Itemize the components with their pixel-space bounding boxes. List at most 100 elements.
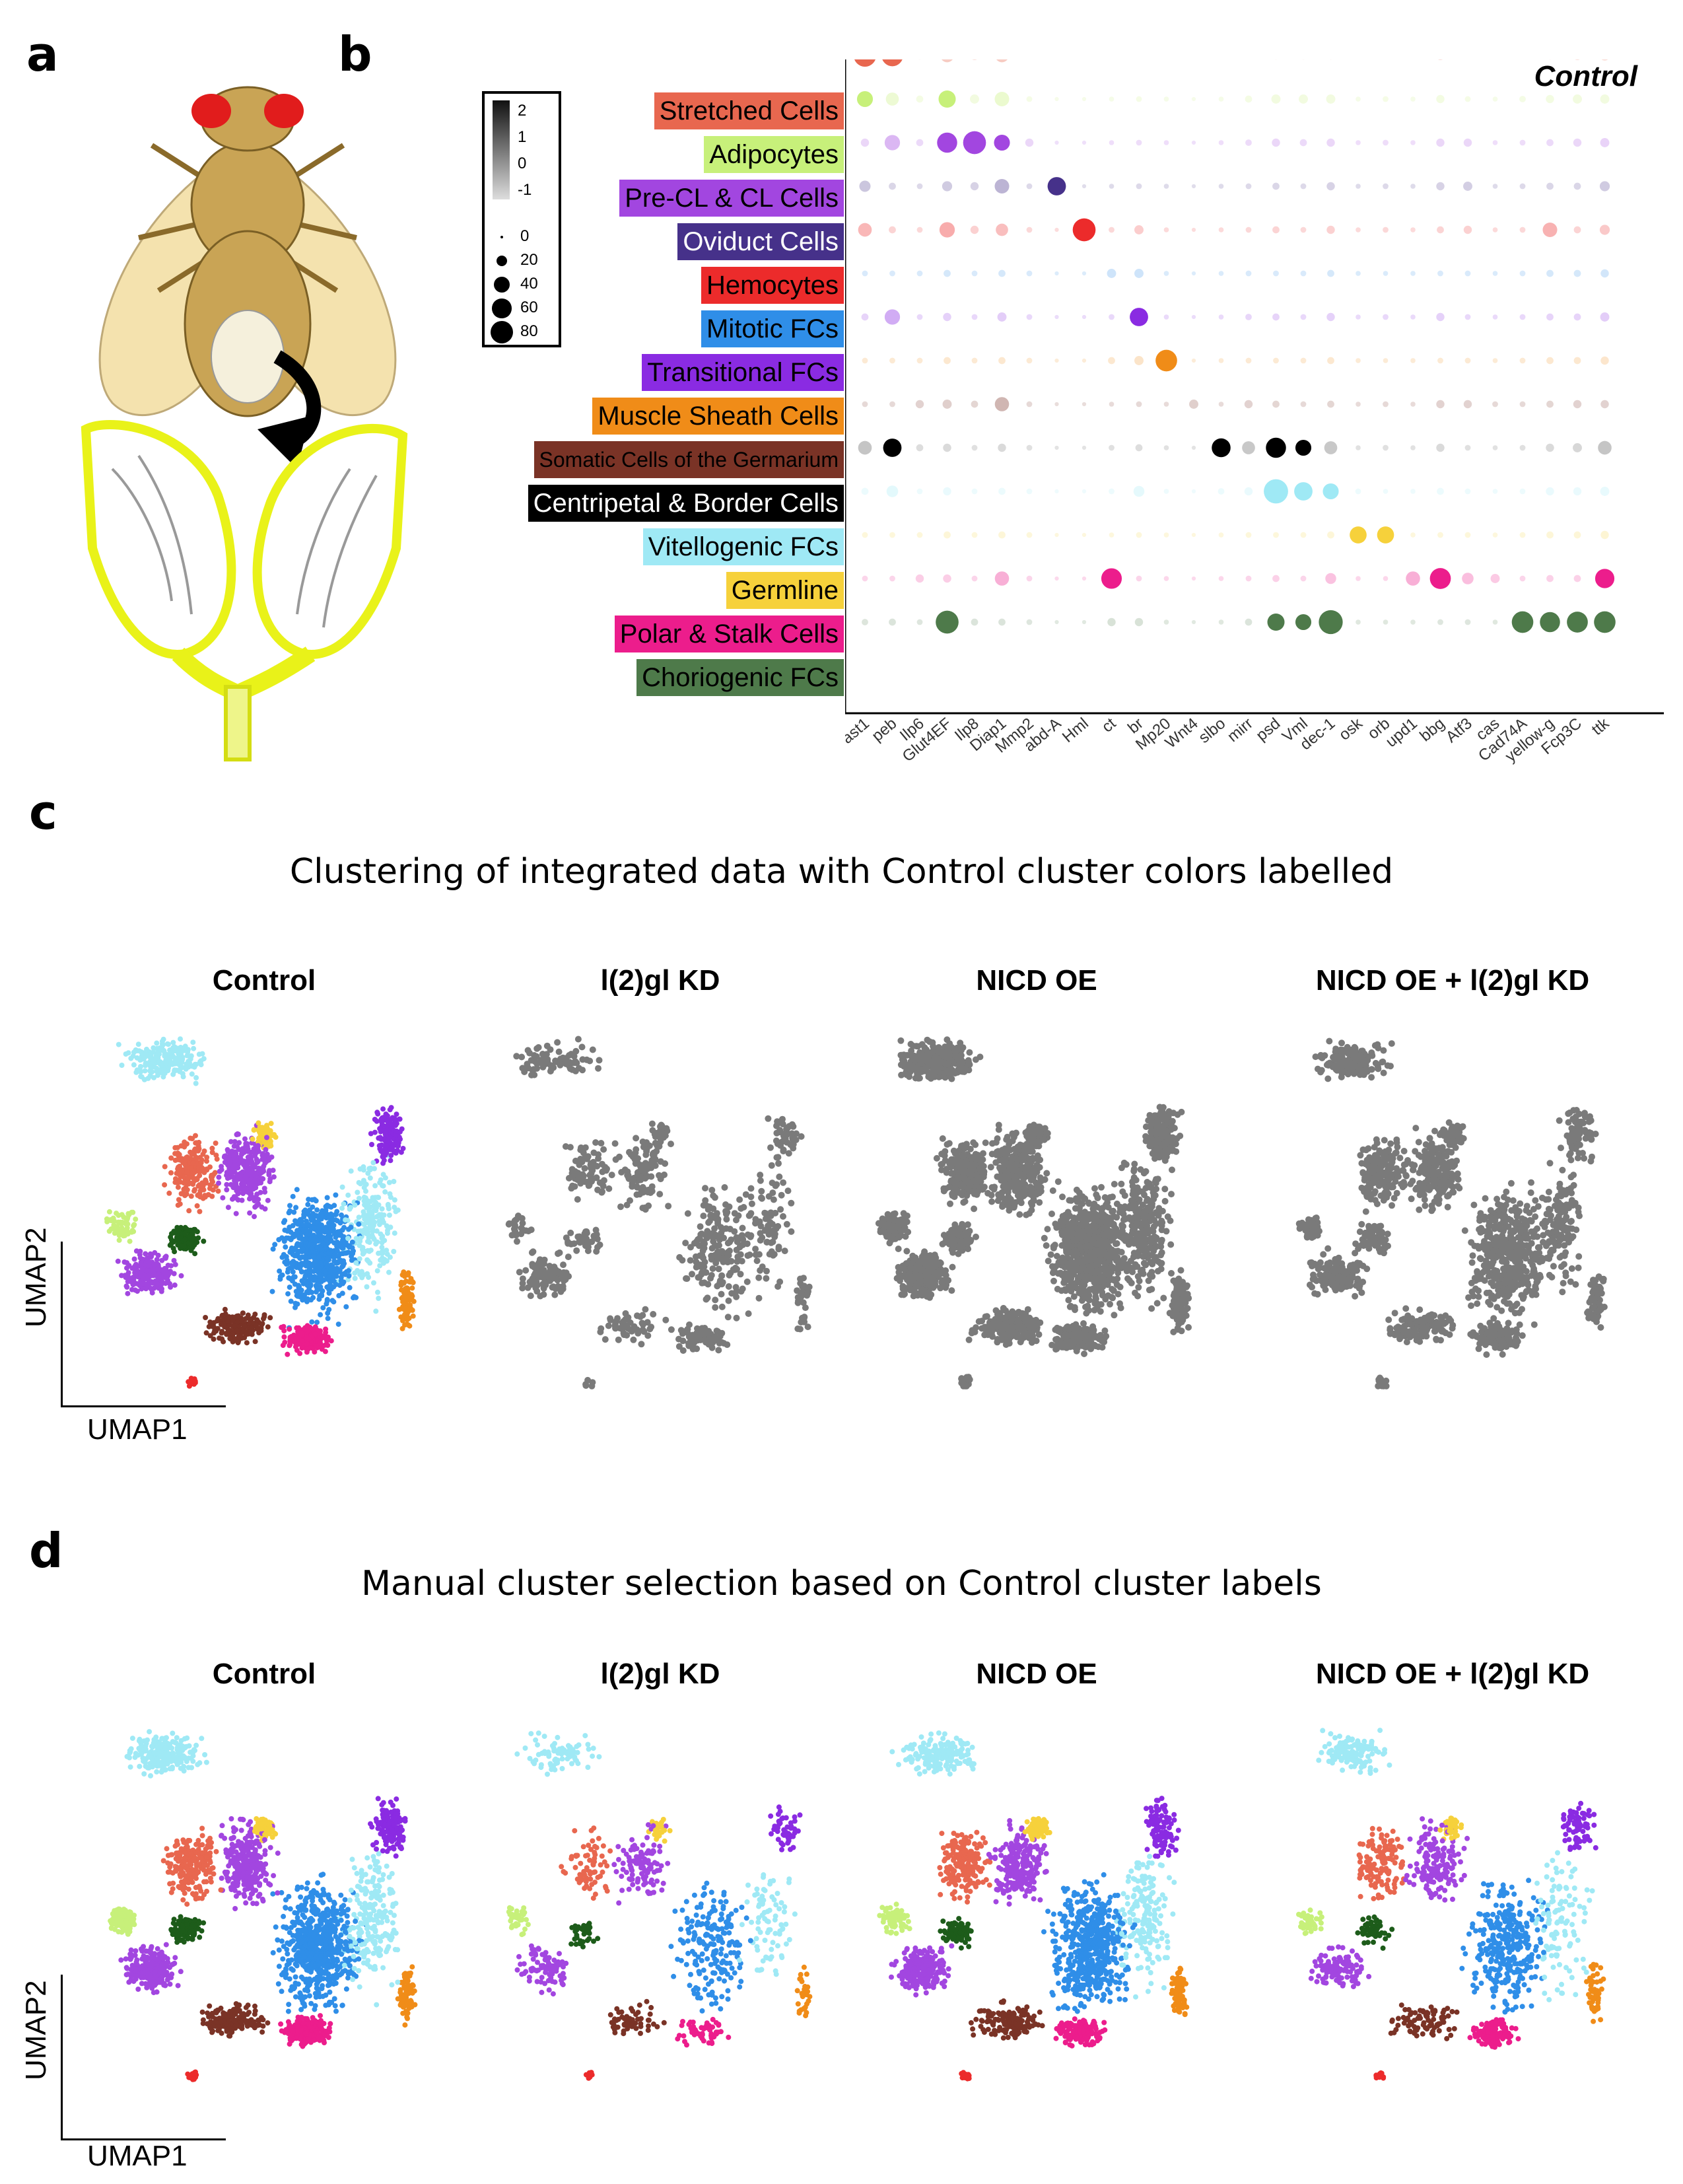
dotplot-dot <box>1191 489 1196 494</box>
dotplot-dot <box>1163 489 1169 494</box>
dotplot-dot <box>1272 138 1280 147</box>
dotplot-dot <box>1026 444 1033 451</box>
dotplot-dot <box>1163 271 1169 276</box>
dotplot-dot <box>1327 357 1334 365</box>
dotplot-dot <box>943 574 951 583</box>
dotplot-dot <box>944 269 951 277</box>
dotplot-dot <box>1462 573 1474 584</box>
dotplot-dot <box>1266 437 1286 458</box>
dotplot-dot <box>1299 139 1307 147</box>
umap-x-axis-line <box>61 1405 226 1407</box>
dotplot-dot <box>1600 94 1610 104</box>
dotplot-dot <box>1356 140 1361 145</box>
dotplot-dot <box>996 223 1008 236</box>
dotplot-dot <box>1599 225 1610 235</box>
umap-scatter <box>108 1729 418 2082</box>
dotplot-dot <box>1300 183 1307 190</box>
umap-subplot-title: Control <box>212 1658 316 1690</box>
dotplot-dot <box>1327 269 1334 277</box>
dotplot-dot <box>1573 226 1581 234</box>
dotplot-dot <box>862 401 868 407</box>
dotplot-dot <box>1519 532 1526 538</box>
gene-tick-label: ct <box>1099 715 1120 736</box>
dotplot-dot <box>1163 532 1169 538</box>
dotplot-dot <box>1573 443 1582 452</box>
celltype-label: Hemocytes <box>701 267 844 304</box>
gene-tick-label: Atf3 <box>1443 715 1476 746</box>
dotplot-dot <box>1383 183 1389 190</box>
celltype-label: Muscle Sheath Cells <box>592 398 844 435</box>
dotplot-dot <box>942 59 953 63</box>
dotplot-dot <box>1519 183 1526 190</box>
umap-scatter <box>104 1036 417 1389</box>
dotplot-dot <box>1383 401 1389 407</box>
dotplot-dot <box>1191 445 1196 450</box>
umap-scatter <box>1296 1728 1606 2081</box>
dotplot-dot <box>1600 487 1610 496</box>
dotplot-dot <box>862 357 868 364</box>
dotplot-dot <box>1464 532 1471 538</box>
dotplot-dot <box>1377 526 1394 544</box>
dotplot-dot <box>1436 94 1445 104</box>
dotplot-dot <box>1356 184 1361 189</box>
dotplot-dot <box>1383 576 1389 581</box>
dotplot-dot <box>1575 59 1580 60</box>
dotplot-dot <box>1026 619 1033 625</box>
dotplot-dot <box>1026 314 1033 320</box>
dotplot-dot <box>1191 184 1196 189</box>
dotplot-dot <box>1273 357 1279 364</box>
dotplot-dot <box>1519 139 1526 146</box>
dotplot-dot <box>1189 400 1198 409</box>
dotplot-dot <box>1463 138 1472 147</box>
dotplot-dot <box>1109 227 1115 233</box>
dotplot-dot <box>858 223 872 237</box>
dotplot-dot <box>1245 139 1252 146</box>
gene-tick-label: mirr <box>1224 715 1256 746</box>
dotplot-dot <box>1218 314 1224 320</box>
dotplot-dot <box>997 312 1007 322</box>
celltype-label: Somatic Cells of the Germarium <box>533 441 844 478</box>
dotplot-dot <box>1082 576 1087 581</box>
dotplot-chart: Control Past1pebIlp6Glut4EFIlp8Diap1Mmp2… <box>845 59 1664 765</box>
dotplot-dot <box>1463 225 1472 234</box>
dotplot-dot <box>1244 400 1253 409</box>
dotplot-dot <box>1600 269 1609 278</box>
dotplot-dot <box>1410 271 1416 276</box>
dotplot-dot <box>854 59 876 67</box>
umap-scatter <box>877 1730 1190 2082</box>
dotplot-dot <box>916 314 923 320</box>
celltype-label: Mitotic FCs <box>701 310 844 347</box>
dotplot-dot <box>1601 59 1608 61</box>
dotplot-dot <box>1245 183 1252 190</box>
ovary-drawing <box>81 420 408 761</box>
dotplot-dot <box>1324 441 1338 454</box>
dotplot-dot <box>994 134 1010 151</box>
dotplot-dot <box>1436 182 1445 191</box>
dotplot-dot <box>1383 619 1389 625</box>
dotplot-dot <box>1273 270 1279 277</box>
dotplot-dot <box>971 357 978 364</box>
size-legend-dot <box>493 276 510 293</box>
dotplot-dot <box>1300 532 1307 538</box>
dotplot-dot <box>1054 96 1059 102</box>
dotplot-dot <box>1410 619 1416 625</box>
dotplot-dot <box>1218 402 1224 407</box>
gene-tick-label: psd <box>1253 715 1284 745</box>
size-legend-label: 20 <box>520 251 538 269</box>
dotplot-dot <box>1437 532 1443 538</box>
dotplot-dot <box>1026 96 1033 102</box>
dotplot-dot <box>1600 312 1610 322</box>
dotplot-dot <box>1519 314 1526 320</box>
dotplot-dot <box>916 619 923 625</box>
size-legend-label: 60 <box>520 299 538 316</box>
dotplot-dot <box>1026 183 1033 190</box>
umap2-axis-label: UMAP2 <box>20 1227 52 1327</box>
dotplot-dot <box>1245 575 1252 582</box>
dotplot-title: Control <box>1534 60 1638 92</box>
umap-subplot-title: NICD OE + l(2)gl KD <box>1315 964 1590 997</box>
size-legend-dot <box>500 236 503 238</box>
dotplot-dot <box>1356 227 1361 232</box>
dotplot-dot <box>944 531 951 539</box>
dotplot-dot <box>971 618 979 626</box>
dotplot-dot <box>1463 182 1472 191</box>
